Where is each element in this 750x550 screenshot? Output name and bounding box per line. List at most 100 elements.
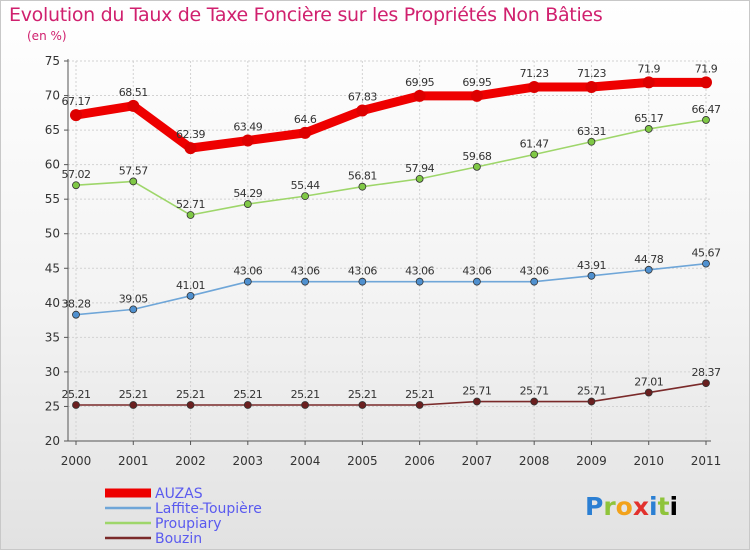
data-label: 57.94 <box>405 162 434 175</box>
data-label: 45.67 <box>692 247 721 260</box>
data-point <box>530 150 539 159</box>
data-label: 25.71 <box>462 385 491 398</box>
series-line <box>75 382 707 406</box>
x-tick-label: 2004 <box>290 454 321 468</box>
data-label: 59.68 <box>462 150 491 163</box>
data-label: 55.44 <box>291 179 320 192</box>
data-point <box>415 174 424 183</box>
data-point <box>184 142 197 155</box>
data-label: 25.21 <box>62 388 91 401</box>
data-point <box>473 397 481 406</box>
data-label: 43.91 <box>577 259 606 272</box>
data-label: 69.95 <box>462 76 491 89</box>
data-point <box>356 104 369 117</box>
data-label: 43.06 <box>405 265 434 278</box>
data-point <box>473 277 481 286</box>
data-point <box>129 305 138 314</box>
data-point <box>129 401 138 409</box>
data-point <box>72 310 80 319</box>
data-point <box>700 76 712 89</box>
data-point <box>243 200 252 208</box>
data-label: 44.78 <box>634 253 663 266</box>
data-label: 65.17 <box>634 112 663 125</box>
data-label: 43.06 <box>291 265 320 278</box>
data-point <box>585 81 598 94</box>
data-point <box>129 177 138 186</box>
data-label: 25.21 <box>233 388 262 401</box>
data-point <box>358 401 367 409</box>
data-label: 61.47 <box>520 137 549 150</box>
data-point <box>470 89 483 102</box>
y-tick-label: 35 <box>45 330 60 344</box>
data-label: 71.23 <box>577 67 606 80</box>
data-point <box>702 379 710 388</box>
y-tick-label: 30 <box>45 365 60 379</box>
data-point <box>72 401 80 409</box>
data-label: 62.39 <box>176 128 205 141</box>
data-point <box>299 126 312 139</box>
data-point <box>243 401 252 409</box>
x-tick-label: 2002 <box>175 454 206 468</box>
data-label: 41.01 <box>176 279 205 292</box>
data-point <box>530 397 539 406</box>
x-tick-label: 2003 <box>233 454 264 468</box>
data-point <box>644 125 653 133</box>
data-point <box>528 81 541 94</box>
y-tick-label: 40 <box>45 296 60 310</box>
data-label: 43.06 <box>462 265 491 278</box>
data-point <box>358 277 367 286</box>
data-point <box>241 134 254 147</box>
data-point <box>127 99 140 112</box>
legend-label: Laffite-Toupière <box>155 501 262 517</box>
data-label: 66.47 <box>692 103 721 116</box>
y-tick-label: 50 <box>45 227 60 241</box>
data-label: 67.83 <box>348 91 377 104</box>
data-label: 67.17 <box>62 95 91 108</box>
x-tick-label: 2000 <box>61 454 92 468</box>
data-label: 64.6 <box>294 113 317 126</box>
data-point <box>415 277 424 286</box>
data-point <box>587 271 596 280</box>
y-tick-label: 45 <box>45 261 60 275</box>
y-tick-label: 60 <box>45 158 60 172</box>
x-tick-label: 2006 <box>404 454 435 468</box>
data-label: 25.21 <box>348 388 377 401</box>
data-point <box>301 401 309 409</box>
data-label: 28.37 <box>692 366 721 379</box>
data-point <box>415 401 424 409</box>
data-label: 57.02 <box>62 168 91 181</box>
y-tick-label: 55 <box>45 192 60 206</box>
legend-label: Bouzin <box>155 531 202 547</box>
y-tick-label: 75 <box>45 54 60 68</box>
chart-title: Evolution du Taux de Taxe Foncière sur l… <box>9 4 603 26</box>
y-tick-label: 70 <box>45 89 60 103</box>
data-label: 52.71 <box>176 198 205 211</box>
data-point <box>243 277 252 286</box>
data-label: 25.21 <box>291 388 320 401</box>
x-tick-label: 2001 <box>118 454 149 468</box>
series-line <box>75 119 707 216</box>
data-label: 25.71 <box>577 385 606 398</box>
data-point <box>301 277 309 286</box>
data-label: 71.23 <box>520 67 549 80</box>
data-point <box>644 265 653 274</box>
data-point <box>702 259 710 268</box>
x-tick-label: 2007 <box>462 454 493 468</box>
data-label: 56.81 <box>348 170 377 183</box>
legend-label: Proupiary <box>155 516 221 532</box>
data-label: 43.06 <box>348 265 377 278</box>
series-line <box>75 262 707 316</box>
data-point <box>186 401 195 409</box>
x-tick-label: 2009 <box>576 454 607 468</box>
data-label: 71.9 <box>695 62 718 75</box>
data-point <box>186 211 195 219</box>
y-tick-label: 25 <box>45 399 60 413</box>
data-label: 25.71 <box>520 385 549 398</box>
x-tick-label: 2008 <box>519 454 550 468</box>
data-label: 25.21 <box>119 388 148 401</box>
axis-layer: 20 25 30 35 40 45 50 55 60 65 70 75 2000 2001 2002 2003… <box>45 54 722 468</box>
proxiti-logo: Proxiti <box>585 492 679 521</box>
legend-label: AUZAS <box>155 486 203 502</box>
